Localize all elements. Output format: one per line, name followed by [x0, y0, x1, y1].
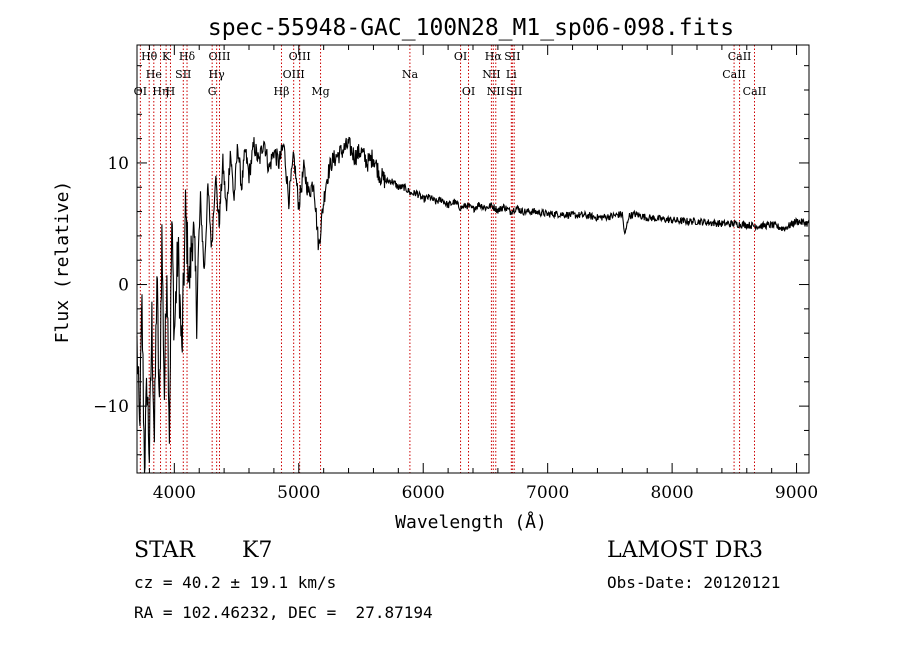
line-marker-label: G — [208, 85, 217, 98]
line-marker-label: CaII — [722, 68, 746, 81]
line-marker-label: H — [166, 85, 176, 98]
line-marker-label: Li — [506, 68, 517, 81]
y-tick-label: −10 — [93, 397, 129, 417]
x-tick-label: 8000 — [650, 483, 693, 503]
x-tick-label: 6000 — [402, 483, 445, 503]
line-marker-label: Hη — [152, 85, 168, 98]
line-marker-label: SII — [504, 50, 520, 63]
line-marker-label: Hβ — [274, 85, 290, 98]
line-marker-label: SII — [175, 68, 191, 81]
x-tick-label: 5000 — [277, 483, 320, 503]
x-tick-label: 9000 — [775, 483, 818, 503]
y-axis-label: Flux (relative) — [52, 181, 73, 344]
redshift-value: cz = 40.2 ± 19.1 km/s — [134, 573, 337, 592]
observation-date: Obs-Date: 20120121 — [607, 573, 781, 592]
line-marker-label: NII — [482, 68, 500, 81]
line-marker-label: CaII — [728, 50, 752, 63]
line-marker-label: OI — [462, 85, 475, 98]
spectral-subclass: K7 — [242, 538, 273, 563]
line-marker-label: Hδ — [179, 50, 196, 63]
x-tick-label: 7000 — [526, 483, 569, 503]
object-class: STAR — [134, 538, 195, 563]
line-marker-label: Hα — [485, 50, 503, 63]
chart-title: spec-55948-GAC_100N28_M1_sp06-098.fits — [208, 15, 734, 41]
line-marker-label: OI — [454, 50, 467, 63]
x-axis-label: Wavelength (Å) — [395, 511, 547, 533]
coordinates: RA = 102.46232, DEC = 27.87194 — [134, 603, 433, 622]
plot-frame — [136, 44, 810, 474]
line-marker-label: OIII — [208, 50, 230, 63]
line-marker-label: Hγ — [209, 68, 226, 81]
line-marker-label: OIII — [283, 68, 305, 81]
line-marker-label: K — [162, 50, 171, 63]
line-marker-label: OI — [134, 85, 147, 98]
spectrum-line — [136, 136, 810, 474]
x-tick-label: 4000 — [153, 483, 196, 503]
line-marker-label: CaII — [743, 85, 767, 98]
y-tick-label: 0 — [118, 276, 129, 296]
y-tick-label: 10 — [107, 154, 129, 174]
line-marker-label: Na — [402, 68, 419, 81]
line-marker-label: Mg — [311, 85, 329, 98]
line-marker-labels: OI Hθ He Hη K H SII Hδ G Hγ OIII Hβ OIII OIII Mg Na OI OI… — [134, 50, 767, 98]
y-axis: −10 0 10 — [93, 65, 809, 456]
x-axis: 4000 5000 6000 7000 8000 9000 — [148, 45, 818, 503]
survey-name: LAMOST DR3 — [607, 538, 763, 563]
line-marker-label: He — [146, 68, 162, 81]
line-marker-label: SII — [506, 85, 522, 98]
line-marker-label: NII — [487, 85, 505, 98]
line-marker-label: OIII — [289, 50, 311, 63]
line-marker-label: Hθ — [141, 50, 158, 63]
spectrum-trace — [136, 136, 810, 474]
line-markers — [139, 45, 755, 473]
